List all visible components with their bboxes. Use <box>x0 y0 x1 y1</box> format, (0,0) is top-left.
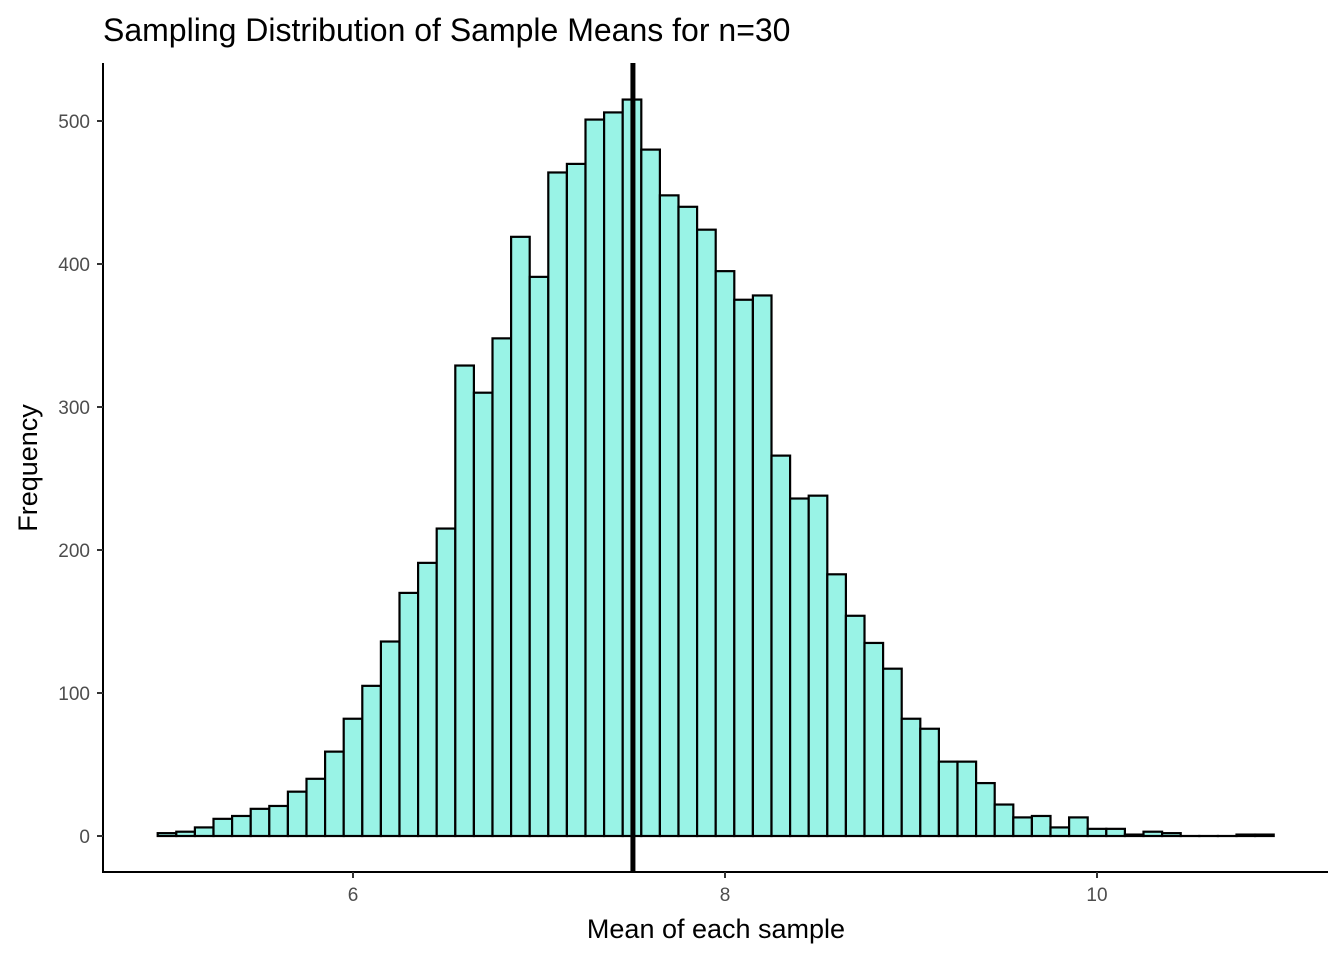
histogram-bar <box>175 830 197 838</box>
histogram-bar <box>900 717 922 838</box>
histogram-bar <box>361 684 382 838</box>
histogram-bar <box>677 205 699 838</box>
histogram-bar <box>658 194 680 838</box>
histogram-bar <box>770 454 792 838</box>
histogram-bar <box>1049 826 1071 838</box>
y-tick-label: 100 <box>58 684 90 705</box>
histogram-bar <box>528 275 550 838</box>
histogram-bar <box>1086 827 1108 838</box>
histogram-bar <box>1067 816 1089 838</box>
histogram-bar <box>342 717 364 838</box>
histogram-bar <box>249 807 271 838</box>
histogram-bar <box>454 364 475 838</box>
histogram-bar <box>974 781 996 838</box>
histogram-bar <box>1012 816 1033 838</box>
histogram-bar <box>510 235 531 838</box>
histogram-bar <box>379 640 401 838</box>
histogram-bar <box>417 561 438 838</box>
histogram-bar <box>602 111 624 838</box>
histogram-bar <box>547 171 568 838</box>
histogram-bar <box>956 760 978 838</box>
y-tick-label: 300 <box>58 398 90 419</box>
histogram-bar <box>324 750 345 838</box>
histogram-bar <box>193 826 215 838</box>
histogram-bar <box>733 298 754 838</box>
histogram-bar <box>640 148 661 838</box>
histogram-bar <box>1253 833 1275 838</box>
x-axis-title: Mean of each sample <box>587 914 845 944</box>
histogram-bar <box>156 832 178 838</box>
histogram-bar <box>826 573 847 838</box>
histogram-bar <box>807 494 829 838</box>
x-tick-label: 10 <box>1086 885 1107 906</box>
x-tick-label: 6 <box>348 885 359 906</box>
y-tick-label: 500 <box>58 112 90 133</box>
histogram-bar <box>695 228 717 838</box>
histogram-bar <box>398 591 420 838</box>
histogram-bar <box>1235 833 1257 838</box>
histogram-bar <box>937 760 959 838</box>
histogram-bar <box>1123 833 1145 838</box>
histogram-bar <box>212 817 234 838</box>
y-tick-label: 0 <box>79 827 90 848</box>
histogram-bar <box>993 803 1015 838</box>
histogram-bar <box>435 527 457 838</box>
histogram-bar <box>881 667 903 838</box>
histogram-bar <box>1142 830 1164 838</box>
histogram-bar <box>751 294 773 838</box>
histogram-bar <box>268 804 289 838</box>
histogram-bar <box>1105 827 1127 838</box>
y-ticks: 0 100 200 300 400 500 <box>58 112 103 848</box>
chart-title: Sampling Distribution of Sample Means fo… <box>103 12 790 48</box>
histogram-bar <box>565 162 587 838</box>
histogram-bar <box>491 337 513 838</box>
histogram-bar <box>305 777 327 838</box>
histogram-bar <box>788 497 810 838</box>
y-tick-label: 200 <box>58 541 90 562</box>
histogram-bar <box>472 391 494 838</box>
histogram-bar <box>919 727 940 838</box>
histogram-bar <box>231 814 252 838</box>
x-ticks: 6 8 10 <box>348 872 1108 906</box>
y-tick-label: 400 <box>58 255 90 276</box>
histogram-bar <box>1030 814 1052 838</box>
histogram-bar <box>286 790 308 838</box>
y-axis-title: Frequency <box>13 404 43 532</box>
x-tick-label: 8 <box>720 885 731 906</box>
histogram-bar <box>714 270 736 838</box>
histogram-bar <box>584 118 606 838</box>
histogram-bar <box>1160 832 1182 838</box>
histogram-bar <box>844 614 866 838</box>
histogram-bar <box>863 641 885 838</box>
bars-group <box>156 98 1275 838</box>
